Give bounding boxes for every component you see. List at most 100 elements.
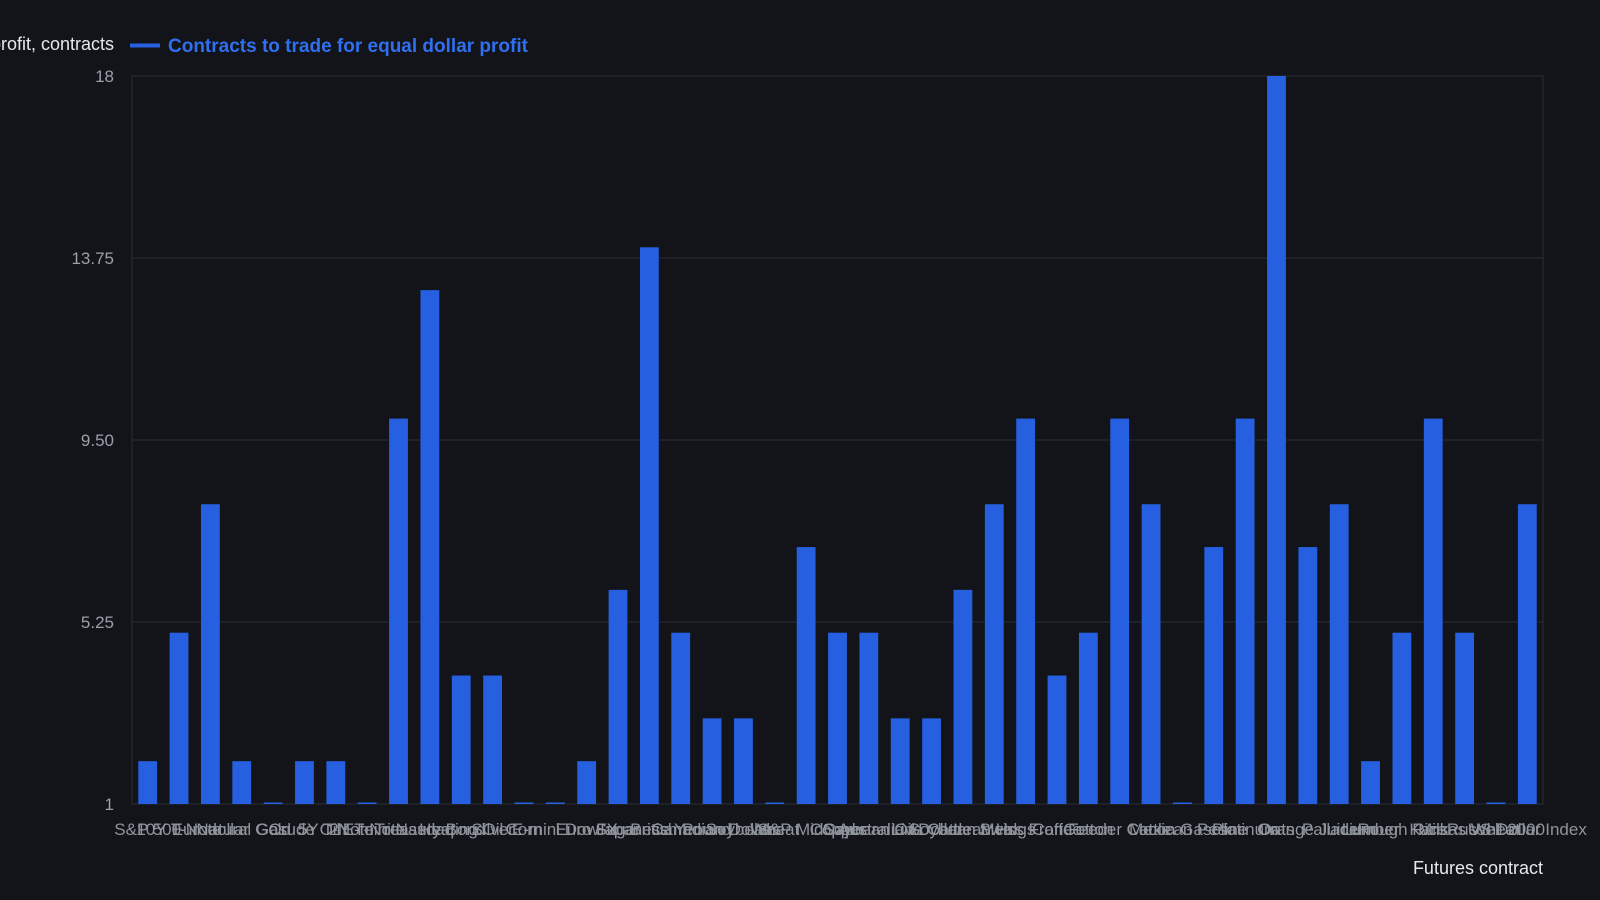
bar[interactable]: Cocoa: 8 bbox=[1141, 504, 1161, 804]
bar[interactable]: Heating Oil: 4 bbox=[451, 675, 471, 804]
bar[interactable]: Platinum: 10 bbox=[1235, 418, 1255, 804]
x-tick-label: Mexican Peso bbox=[1129, 820, 1236, 839]
bar[interactable]: Australian Dollar: 3 bbox=[890, 718, 910, 804]
x-tick-label: Crude Oil bbox=[269, 820, 341, 839]
bar[interactable]: Cotton: 5 bbox=[1078, 632, 1098, 804]
bar[interactable]: Natural Gas: 2 bbox=[232, 761, 252, 804]
y-tick-label: 13.75 bbox=[71, 249, 114, 268]
bar[interactable]: Soybeans: 3 bbox=[734, 718, 753, 804]
x-tick-label: E-mini Dow bbox=[512, 820, 600, 839]
x-tick-label: Live Cattle bbox=[891, 820, 971, 839]
x-tick-label: Soybean Meal bbox=[909, 820, 1018, 839]
bar[interactable]: Japanese Yen: 14 bbox=[639, 247, 659, 804]
bar[interactable]: Lumber: 2 bbox=[1361, 761, 1380, 804]
bar[interactable]: Wheat: 1 bbox=[765, 802, 785, 805]
x-tick-label: Euro FX bbox=[555, 820, 617, 839]
y-tick-label: 9.50 bbox=[81, 431, 114, 450]
x-tick-label: British Pound bbox=[630, 820, 731, 839]
x-tick-label: Sugar bbox=[595, 820, 641, 839]
x-tick-label: Lumber bbox=[1342, 820, 1400, 839]
x-tick-label: Japanese Yen bbox=[596, 820, 703, 839]
bar[interactable]: Silver: 4 bbox=[483, 675, 502, 804]
bar[interactable]: Palladium: 8 bbox=[1329, 504, 1349, 804]
bar[interactable]: Canadian Dollar: 3 bbox=[702, 718, 722, 804]
y-tick-label: 5.25 bbox=[81, 613, 114, 632]
x-tick-label: Treasury Bond bbox=[374, 820, 485, 839]
bar[interactable]: Soybean Oil: 5 bbox=[859, 632, 879, 804]
bar[interactable]: 5Y T-Note: 2 bbox=[326, 761, 346, 804]
x-tick-label: E-mini Nasdaq bbox=[343, 820, 455, 839]
x-tick-label: Swiss Franc bbox=[979, 820, 1072, 839]
x-tick-label: Soybean Oil bbox=[823, 820, 916, 839]
bar[interactable]: E-mini Nasdaq: 10 bbox=[389, 418, 408, 804]
bar[interactable]: Mexican Peso: 1 bbox=[1173, 802, 1192, 805]
x-tick-label: Heating Oil bbox=[419, 820, 503, 839]
bar[interactable]: Copper: 5 bbox=[828, 632, 847, 804]
x-tick-label: Rough Rice bbox=[1357, 820, 1446, 839]
bar[interactable]: Live Cattle: 3 bbox=[922, 718, 941, 804]
x-tick-label: Oats bbox=[1259, 820, 1295, 839]
bar[interactable]: Gasoline: 7 bbox=[1204, 547, 1224, 804]
bar[interactable]: E-mini Dow: 1 bbox=[545, 802, 565, 805]
x-tick-label: Canadian Dollar bbox=[651, 820, 773, 839]
x-tick-label: Eurodollar bbox=[172, 820, 250, 839]
bar[interactable]: Sugar: 6 bbox=[608, 589, 628, 804]
x-axis-label: Futures contract bbox=[1413, 858, 1543, 878]
x-tick-label: Lean Hogs bbox=[953, 820, 1035, 839]
bar[interactable]: Russell 2000: 1 bbox=[1486, 802, 1506, 805]
x-tick-label: Silver bbox=[471, 820, 514, 839]
y-tick-label: 1 bbox=[105, 795, 114, 814]
x-tick-label: Kansas Wheat bbox=[1409, 820, 1520, 839]
bar[interactable]: British Pound: 5 bbox=[671, 632, 691, 804]
x-tick-label: Russell 2000 bbox=[1447, 820, 1545, 839]
x-tick-label: Soybeans bbox=[706, 820, 782, 839]
bar[interactable]: Oats: 18 bbox=[1267, 76, 1286, 804]
bar[interactable]: S&P 500: 2 bbox=[138, 761, 158, 804]
x-tick-label: Cocoa bbox=[1126, 820, 1176, 839]
bar[interactable]: Kansas Wheat: 5 bbox=[1455, 632, 1475, 804]
bar[interactable]: Orange Juice: 7 bbox=[1298, 547, 1318, 804]
legend-label: Contracts to trade for equal dollar prof… bbox=[168, 36, 529, 57]
x-tick-label: Australian Dollar bbox=[838, 820, 963, 839]
bar[interactable]: Lean Hogs: 8 bbox=[984, 504, 1004, 804]
bar[interactable]: Treasury Bond: 13 bbox=[420, 290, 440, 804]
x-tick-label: Palladium bbox=[1302, 820, 1377, 839]
bar[interactable]: 2Y T-Note: 1 bbox=[357, 802, 377, 805]
x-tick-label: Natural Gas bbox=[196, 820, 287, 839]
x-tick-label: S&P 500 bbox=[114, 820, 181, 839]
x-tick-label: Cotton bbox=[1063, 820, 1113, 839]
bar[interactable]: Corn: 1 bbox=[514, 802, 534, 805]
x-tick-label: 5Y T-Note bbox=[298, 820, 374, 839]
bar[interactable]: S&P MidCap: 7 bbox=[796, 547, 816, 804]
y-tick-label: 18 bbox=[95, 67, 114, 86]
x-tick-label: Platinum bbox=[1212, 820, 1278, 839]
bar[interactable]: Swiss Franc: 10 bbox=[1016, 418, 1036, 804]
x-tick-label: Wheat bbox=[750, 820, 799, 839]
x-tick-label: 10Y T-Note bbox=[136, 820, 221, 839]
bar[interactable]: Milk: 10 bbox=[1423, 418, 1443, 804]
y-axis-ticks: 1 5.25 9.50 13.75 18 bbox=[71, 67, 114, 814]
bar[interactable]: 10Y T-Note: 5 bbox=[169, 632, 189, 804]
bar[interactable]: Soybean Meal: 6 bbox=[953, 589, 973, 804]
x-tick-label: Gold bbox=[255, 820, 291, 839]
bar[interactable]: US Dollar Index: 8 bbox=[1517, 504, 1537, 804]
x-tick-label: Milk bbox=[1418, 820, 1449, 839]
x-tick-label: Gasoline bbox=[1180, 820, 1247, 839]
x-tick-label: Feeder Cattle bbox=[1068, 820, 1171, 839]
bar[interactable]: Gold: 1 bbox=[263, 802, 283, 805]
bar[interactable]: Coffee: 4 bbox=[1047, 675, 1067, 804]
bar[interactable]: Eurodollar: 8 bbox=[200, 504, 220, 804]
bar[interactable]: Euro FX: 2 bbox=[577, 761, 597, 804]
bar[interactable]: Crude Oil: 2 bbox=[295, 761, 314, 804]
x-tick-label: US Dollar Index bbox=[1468, 820, 1588, 839]
legend-swatch bbox=[130, 43, 160, 48]
legend[interactable]: Contracts to trade for equal dollar prof… bbox=[130, 36, 529, 57]
x-tick-label: 2Y T-Note bbox=[329, 820, 405, 839]
bar[interactable]: Feeder Cattle: 10 bbox=[1110, 418, 1130, 804]
x-tick-label: Coffee bbox=[1032, 820, 1082, 839]
x-tick-label: S&P MidCap bbox=[758, 820, 855, 839]
bar[interactable]: Rough Rice: 5 bbox=[1392, 632, 1412, 804]
